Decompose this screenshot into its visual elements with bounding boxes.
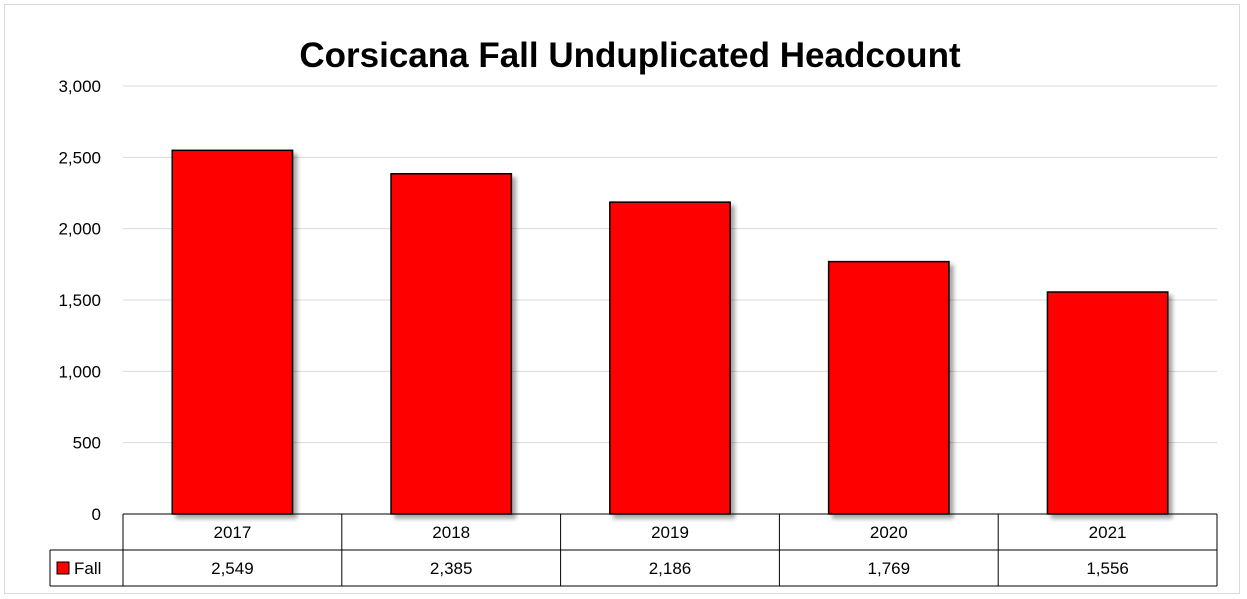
legend-swatch [56, 561, 70, 575]
x-tick-label: 2018 [432, 523, 470, 542]
bar-2017 [171, 149, 294, 515]
y-tick-label: 1,000 [58, 362, 101, 381]
x-tick-label: 2017 [213, 523, 251, 542]
y-tick-label: 500 [73, 434, 101, 453]
bar-2018 [390, 172, 513, 515]
bars [171, 149, 1169, 515]
chart-title: Corsicana Fall Unduplicated Headcount [299, 36, 961, 75]
data-table: 2017 2,549 2018 2,385 2019 2,186 2020 1,769 2021… [49, 513, 1218, 587]
chart-canvas: Corsicana Fall Unduplicated Headcount 0 5… [49, 36, 1218, 587]
y-tick-label: 3,000 [58, 77, 101, 96]
x-tick-label: 2020 [870, 523, 908, 542]
data-label: 2,385 [430, 559, 473, 578]
legend-label: Fall [74, 559, 101, 578]
x-tick-label: 2019 [651, 523, 689, 542]
y-tick-label: 1,500 [58, 291, 101, 310]
chart-frame: Corsicana Fall Unduplicated Headcount 0 5… [4, 4, 1240, 594]
bar-2020 [827, 260, 950, 515]
data-label: 2,549 [211, 559, 254, 578]
y-axis-ticks: 0 500 1,000 1,500 2,000 2,500 3,000 [58, 77, 101, 524]
x-tick-label: 2021 [1089, 523, 1127, 542]
data-label: 2,186 [649, 559, 692, 578]
bar-2019 [609, 201, 731, 515]
y-tick-label: 2,500 [58, 148, 101, 167]
y-tick-label: 2,000 [58, 220, 101, 239]
data-label: 1,556 [1086, 559, 1129, 578]
bar-2021 [1046, 291, 1169, 515]
data-label: 1,769 [868, 559, 911, 578]
y-tick-label: 0 [92, 505, 101, 524]
